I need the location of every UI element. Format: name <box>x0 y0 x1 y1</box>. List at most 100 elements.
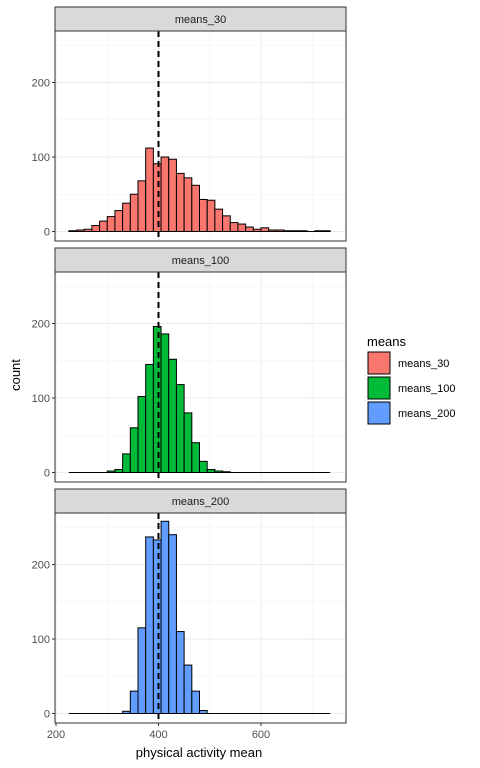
facet-strip-label: means_30 <box>175 14 226 26</box>
histogram-bar <box>314 230 323 233</box>
histogram-bar <box>214 208 224 232</box>
facet-strip <box>54 6 347 32</box>
histogram-bar <box>122 453 131 473</box>
histogram-bar <box>145 363 154 474</box>
facet-means_100: means_100 0 100 200 <box>32 247 347 483</box>
histogram-bar <box>191 442 200 474</box>
facet-means_200: means_200 0 100 200 <box>32 488 347 724</box>
histogram-bar <box>322 230 331 233</box>
legend-key <box>367 376 391 400</box>
facet-strip <box>54 247 347 273</box>
y-tick-label: 0 <box>44 227 50 239</box>
histogram-bars <box>106 325 231 474</box>
y-axis: 0 100 200 <box>32 319 55 480</box>
y-tick-label: 200 <box>32 319 50 331</box>
histogram-bar <box>168 158 177 232</box>
histogram-bar <box>99 220 108 233</box>
histogram-bar <box>152 539 162 714</box>
panel-background <box>55 272 346 482</box>
legend-entry: means_30 <box>367 351 449 375</box>
histogram-bars <box>68 147 331 233</box>
histogram-bar <box>252 228 262 232</box>
histogram-bar <box>283 230 293 233</box>
histogram-bar <box>160 333 170 473</box>
histogram-bar <box>68 230 77 233</box>
histogram-bar <box>229 222 239 232</box>
y-tick-label: 100 <box>32 152 50 164</box>
histogram-bar <box>191 184 200 232</box>
histogram-bar <box>222 215 231 232</box>
histogram-bar <box>145 536 154 714</box>
histogram-bar <box>152 325 162 474</box>
facet-means_30: means_30 0 100 200 <box>32 6 347 242</box>
y-tick-label: 100 <box>32 393 50 405</box>
facet-strip-label: means_100 <box>172 255 230 267</box>
x-tick-label: 200 <box>47 729 65 741</box>
x-axis: 200 400 600 <box>47 723 270 741</box>
y-tick-label: 200 <box>32 78 50 90</box>
legend-title: means <box>367 334 407 349</box>
y-tick-label: 100 <box>32 634 50 646</box>
panel-border <box>54 512 347 724</box>
histogram-bar <box>160 520 170 714</box>
y-tick-label: 200 <box>32 560 50 572</box>
y-axis: 0 100 200 <box>32 78 55 239</box>
legend-key <box>367 351 391 375</box>
histogram-bar <box>106 216 116 233</box>
histogram-bar <box>137 396 147 474</box>
y-tick-label: 0 <box>44 468 50 480</box>
facet-strip-label: means_200 <box>172 496 230 508</box>
facet-panels: means_300100200means_1000100200means_200… <box>32 6 347 724</box>
legend-label: means_200 <box>398 408 456 420</box>
histogram-bar <box>114 469 124 473</box>
histogram-bar <box>76 229 85 232</box>
histogram-bar <box>222 471 231 474</box>
histogram-bar <box>129 193 139 232</box>
histogram-bar <box>191 690 200 715</box>
legend-entry: means_200 <box>367 401 456 425</box>
histogram-bar <box>245 226 254 232</box>
histogram-bar <box>175 384 185 473</box>
legend-label: means_100 <box>398 383 456 395</box>
histogram-bar <box>114 210 124 232</box>
histogram-bar <box>206 199 216 233</box>
histogram-bar <box>137 180 147 232</box>
histogram-bar <box>175 172 185 232</box>
histogram-bar <box>268 229 277 232</box>
histogram-bar <box>168 534 177 715</box>
histogram-bar <box>152 163 162 232</box>
panel-border <box>54 30 347 242</box>
legend-entry: means_100 <box>367 376 456 400</box>
legend: means means_30 means_100 means_200 <box>367 334 456 425</box>
y-axis-title: count <box>8 359 23 391</box>
histogram-bar <box>168 358 177 474</box>
histogram-bar <box>129 427 139 473</box>
histogram-bar <box>160 156 170 232</box>
panel-background <box>55 513 346 723</box>
histogram-bar <box>106 470 116 474</box>
histogram-bar <box>183 664 193 715</box>
x-tick-label: 600 <box>252 729 270 741</box>
histogram-bar <box>122 202 131 233</box>
histogram-bar <box>83 228 93 232</box>
y-axis: 0 100 200 <box>32 560 55 721</box>
histogram-bar <box>214 470 224 474</box>
histogram-bar <box>298 230 308 233</box>
histogram-bar <box>199 198 208 232</box>
histogram-bar <box>199 710 208 715</box>
legend-label: means_30 <box>398 358 449 370</box>
histogram-bar <box>206 469 216 473</box>
histogram-bar <box>175 631 185 714</box>
facet-strip <box>54 488 347 514</box>
histogram-bar <box>122 710 131 715</box>
histogram-bar <box>129 690 139 715</box>
y-tick-label: 0 <box>44 709 50 721</box>
histogram-bars <box>122 520 208 715</box>
histogram-bar <box>183 412 193 473</box>
histogram-bar <box>237 223 247 233</box>
histogram-bar <box>145 147 154 232</box>
histogram-bar <box>183 177 193 232</box>
histogram-bar <box>275 229 285 232</box>
panel-border <box>54 271 347 483</box>
